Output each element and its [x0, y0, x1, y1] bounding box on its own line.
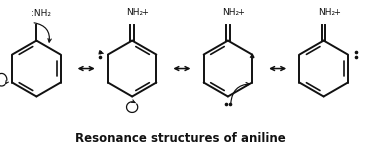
Text: +: +	[333, 8, 340, 17]
Text: +: +	[141, 8, 148, 17]
Text: NH₂: NH₂	[126, 8, 144, 17]
Text: +: +	[237, 8, 244, 17]
Text: NH₂: NH₂	[222, 8, 239, 17]
Text: Resonance structures of aniline: Resonance structures of aniline	[75, 132, 285, 145]
Text: NH₂: NH₂	[318, 8, 335, 17]
Text: :NH₂: :NH₂	[31, 9, 51, 18]
